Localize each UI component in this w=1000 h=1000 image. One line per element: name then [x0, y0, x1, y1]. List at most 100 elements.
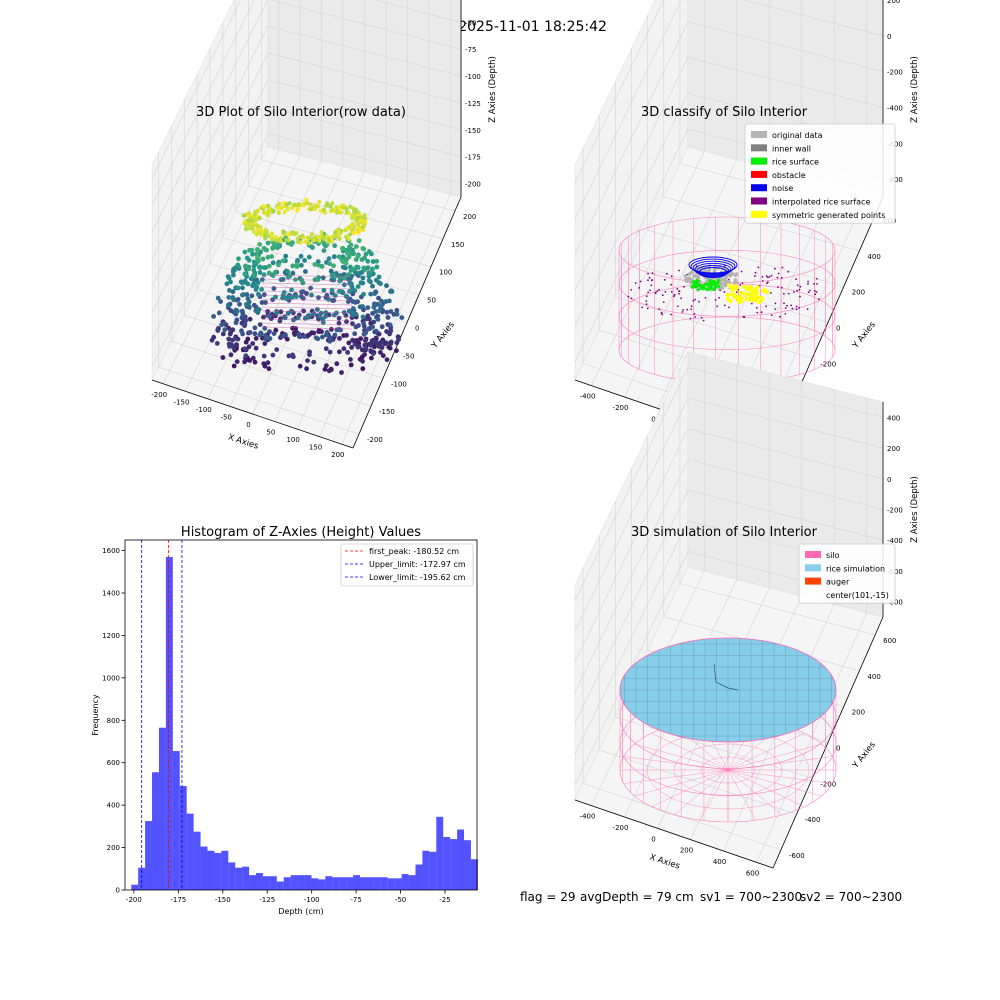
data-point [394, 348, 399, 354]
interpolated-point [743, 316, 746, 319]
interior-line [261, 274, 353, 278]
symmetric-point [739, 299, 744, 304]
histogram-bar [394, 878, 402, 890]
data-point [243, 353, 249, 359]
interior-line [261, 314, 353, 318]
interpolated-point [779, 315, 781, 318]
data-point [354, 208, 359, 213]
floor-ring [700, 756, 756, 784]
panel-classify-3d: -400-2000200400600-600-400-2000200400600… [574, 0, 920, 457]
data-point [345, 226, 350, 231]
data-point [315, 307, 320, 312]
data-point [227, 344, 233, 349]
data-point [305, 358, 310, 363]
z-grid-line [151, 79, 462, 313]
y-tick-label: 0 [836, 325, 840, 333]
data-point [360, 366, 366, 372]
histogram-bar [304, 875, 312, 890]
data-point [316, 275, 322, 280]
z-grid-line [574, 428, 884, 662]
data-point [366, 249, 372, 255]
data-point [337, 274, 343, 280]
y-tick-label: 1000 [102, 674, 120, 682]
interpolated-point [718, 297, 720, 299]
data-point [286, 353, 292, 359]
histogram-bar [387, 878, 395, 890]
histogram-bar [464, 840, 471, 890]
interpolated-point [630, 289, 633, 291]
interpolated-point [774, 267, 776, 270]
data-point [251, 267, 257, 273]
y-axis-line [772, 616, 884, 869]
data-point [387, 322, 393, 328]
legend-label: obstacle [772, 171, 806, 180]
data-point [353, 311, 359, 317]
rice-surface-point [700, 286, 704, 290]
silo-ring [618, 250, 836, 317]
histogram-bar [436, 816, 444, 890]
interpolated-point [735, 291, 738, 293]
y-tick-label: 200 [107, 844, 120, 852]
x-tick-label: 200 [331, 451, 344, 459]
data-point [311, 330, 317, 336]
data-point [339, 210, 344, 215]
rice-surface-point [709, 283, 714, 288]
interpolated-point [692, 299, 695, 302]
data-point [263, 234, 268, 239]
histogram-bar [165, 556, 173, 890]
data-point [337, 349, 342, 355]
data-point [276, 262, 281, 268]
data-point [214, 341, 220, 346]
data-point [321, 248, 327, 254]
data-point [308, 202, 313, 207]
interpolated-point [694, 316, 697, 318]
interior-line [261, 278, 353, 282]
data-point [242, 249, 248, 255]
interpolated-point [648, 276, 651, 279]
data-point [348, 268, 354, 273]
z-grid-line [574, 21, 884, 255]
data-point [242, 321, 248, 327]
data-point [304, 197, 309, 202]
interpolated-point [723, 304, 726, 307]
data-point [379, 339, 385, 345]
histogram-bar [228, 862, 236, 890]
original-point [692, 274, 696, 279]
data-point [299, 262, 304, 268]
x-tick-label: 0 [651, 415, 655, 423]
legend-label: inner wall [772, 144, 811, 153]
rice-surface-point [717, 284, 721, 288]
data-point [321, 287, 327, 293]
histogram-bar [276, 881, 284, 890]
data-point [269, 233, 274, 238]
data-point [304, 366, 309, 372]
data-point [246, 266, 252, 272]
data-point [247, 330, 253, 335]
interpolated-point [678, 269, 680, 272]
data-point [264, 230, 269, 235]
data-point [394, 340, 400, 346]
z-axis-label: Z Axies (Depth) [488, 56, 498, 123]
data-point [361, 291, 366, 297]
x-tick-label: 0 [246, 421, 250, 429]
histogram-bar [470, 859, 478, 890]
data-point [211, 314, 217, 319]
symmetric-point [748, 296, 753, 300]
z-tick-label: 400 [887, 414, 900, 422]
data-point [277, 201, 282, 206]
x-axis-line [151, 379, 354, 449]
sv1-readout: sv1 = 700~2300 [700, 890, 802, 904]
data-point [384, 283, 389, 289]
data-point [363, 330, 369, 336]
original-point [683, 274, 688, 278]
interpolated-point [809, 289, 811, 292]
symmetric-point [732, 292, 736, 296]
symmetric-point [756, 295, 761, 299]
x-tick-label: -200 [613, 824, 629, 832]
data-point [327, 349, 333, 355]
y-tick-label: -200 [820, 360, 836, 368]
data-point [242, 359, 248, 365]
data-point [231, 345, 237, 350]
data-point [233, 307, 239, 313]
z-grid-line [151, 25, 462, 260]
